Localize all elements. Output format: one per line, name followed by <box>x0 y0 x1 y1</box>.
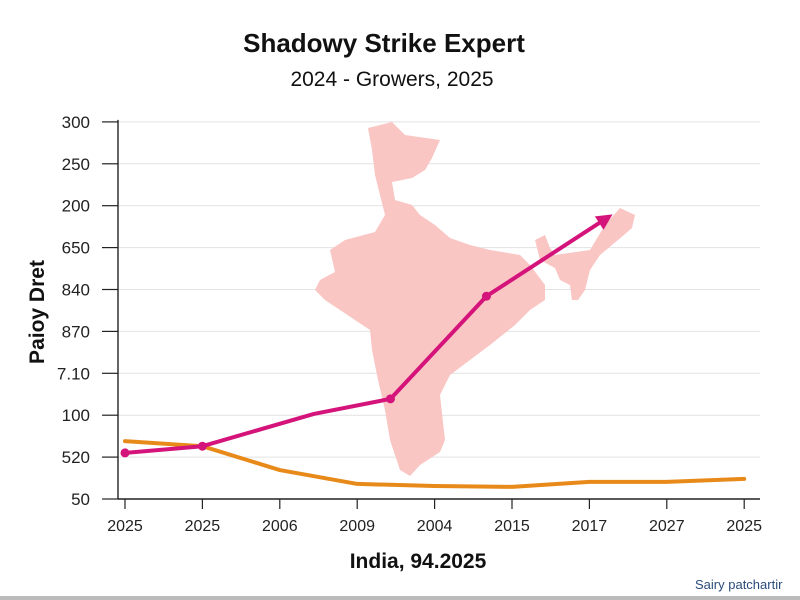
y-tick-label: 100 <box>62 406 90 425</box>
x-tick-label: 2004 <box>417 518 453 535</box>
y-tick-label: 870 <box>62 322 90 341</box>
footer-credit: Sairy patchartir <box>695 577 783 592</box>
x-tick-label: 2025 <box>107 518 143 535</box>
y-tick-label: 50 <box>71 490 90 509</box>
y-tick-label: 200 <box>62 197 90 216</box>
x-tick-label: 2009 <box>339 518 375 535</box>
x-tick-label: 2025 <box>726 518 762 535</box>
chart-subtitle: 2024 - Growers, 2025 <box>290 68 493 91</box>
y-tick-label: 250 <box>62 155 90 174</box>
data-point <box>197 441 207 451</box>
x-tick-label: 2025 <box>185 518 221 535</box>
y-tick-label: 7.10 <box>57 364 90 383</box>
x-tick-label: 2006 <box>262 518 298 535</box>
series-line-0 <box>123 439 747 489</box>
x-tick-label: 2027 <box>649 518 685 535</box>
x-tick-label: 2015 <box>494 518 530 535</box>
y-tick-label: 840 <box>62 281 90 300</box>
data-point <box>481 291 491 301</box>
x-axis-label: India, 94.2025 <box>350 550 487 573</box>
y-tick-label: 650 <box>62 239 90 258</box>
india-map <box>315 122 635 476</box>
y-axis-label: Paioy Dret <box>26 260 49 364</box>
x-tick-label: 2017 <box>572 518 608 535</box>
axes: 50 520 100 7.10 870 840 650 200 250 300 2025 2025 20… <box>57 113 762 535</box>
series-line-1 <box>123 214 613 455</box>
y-tick-label: 300 <box>62 113 90 132</box>
data-point <box>120 448 130 458</box>
series-layer <box>120 214 747 489</box>
y-tick-label: 520 <box>62 448 90 467</box>
data-point <box>385 394 395 404</box>
bottom-divider <box>0 596 800 600</box>
chart-title: Shadowy Strike Expert <box>243 28 525 58</box>
